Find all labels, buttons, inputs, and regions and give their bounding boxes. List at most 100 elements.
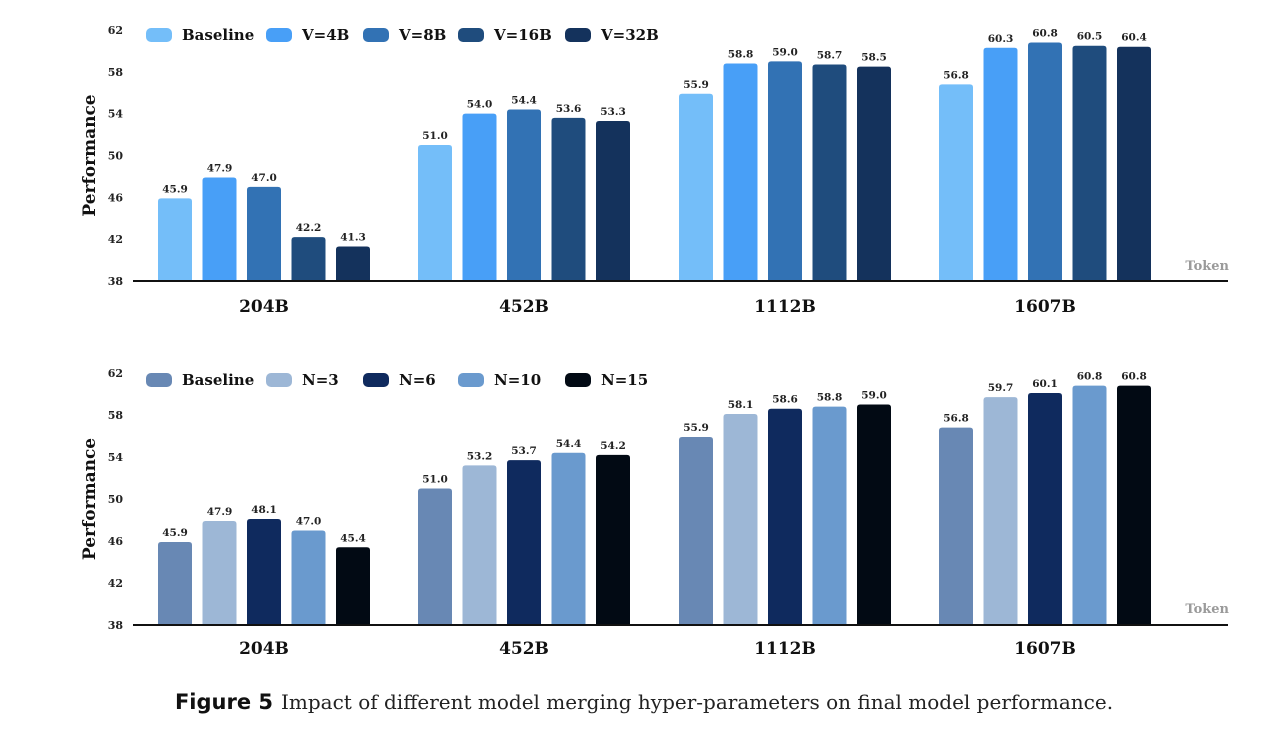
caption-label: Figure 5 — [174, 690, 273, 714]
bar-value-label: 54.4 — [511, 94, 537, 106]
bar — [507, 109, 541, 281]
legend-swatch — [266, 28, 292, 42]
y-tick-label: 58 — [108, 66, 124, 79]
bar — [857, 66, 891, 282]
bar — [202, 521, 237, 625]
y-tick-label: 54 — [108, 108, 124, 121]
bar-value-label: 53.2 — [467, 450, 493, 462]
bar-value-label: 60.5 — [1077, 31, 1103, 43]
bar — [462, 113, 497, 282]
bar-value-label: 53.6 — [556, 103, 582, 115]
bar-value-label: 58.5 — [861, 52, 887, 64]
bar-value-label: 60.8 — [1077, 371, 1103, 383]
bar — [1117, 46, 1151, 281]
bar — [202, 177, 237, 281]
legend-label: N=15 — [601, 371, 648, 389]
legend-label: V=4B — [301, 26, 349, 44]
bar-value-label: 58.8 — [817, 392, 843, 404]
chart-2: 38 42 46 50 54 58 62 Performance 45.9 47.9 48.1 47.… — [80, 367, 1230, 659]
bar — [418, 488, 452, 625]
category-label: 1112B — [754, 297, 816, 317]
x-axis-label: Token — [1185, 259, 1229, 274]
bar-value-label: 47.0 — [296, 516, 322, 528]
bar — [723, 413, 758, 625]
bar — [939, 84, 973, 281]
legend-swatch — [565, 373, 591, 387]
bar — [857, 404, 891, 625]
bar-value-label: 56.8 — [943, 69, 969, 81]
bar — [507, 460, 541, 625]
bar-value-label: 60.1 — [1032, 378, 1058, 390]
bar-value-label: 41.3 — [340, 231, 366, 243]
bar-value-label: 59.7 — [988, 382, 1014, 394]
legend-swatch — [363, 28, 389, 42]
bar-value-label: 53.3 — [600, 106, 626, 118]
bar-value-label: 48.1 — [251, 504, 277, 516]
bar-value-label: 45.9 — [162, 183, 188, 195]
bar-value-label: 54.4 — [556, 438, 582, 450]
bar — [551, 117, 586, 281]
bar-value-label: 51.0 — [422, 474, 448, 486]
figure-caption: Figure 5 Impact of different model mergin… — [0, 690, 1288, 714]
bar — [1028, 392, 1062, 625]
legend-label: V=32B — [600, 26, 659, 44]
y-tick-label: 62 — [108, 24, 123, 37]
bar-value-label: 58.8 — [728, 48, 754, 60]
legend-label: V=16B — [493, 26, 552, 44]
bar-value-label: 60.8 — [1032, 28, 1058, 40]
legend-swatch — [266, 373, 292, 387]
bar — [812, 406, 847, 625]
bar — [247, 518, 281, 625]
bar-value-label: 42.2 — [296, 222, 322, 234]
bar — [939, 427, 973, 625]
legend-label: Baseline — [182, 371, 254, 389]
y-tick-label: 54 — [108, 451, 124, 464]
y-tick-label: 38 — [108, 619, 124, 632]
bar-value-label: 58.7 — [817, 50, 843, 62]
bar — [1072, 45, 1107, 281]
bar — [679, 93, 713, 281]
legend-swatch — [363, 373, 389, 387]
bar — [158, 198, 192, 281]
bar-value-label: 51.0 — [422, 130, 448, 142]
bar-value-label: 53.7 — [511, 445, 537, 457]
bar — [336, 547, 370, 625]
bar-value-label: 54.0 — [467, 99, 493, 111]
figure-charts: 38 42 46 50 54 58 62 Performance 45.9 47.9 47.0 42.… — [80, 24, 1230, 659]
bar — [768, 408, 802, 625]
bar-value-label: 56.8 — [943, 413, 969, 425]
bar — [336, 246, 370, 281]
legend-label: Baseline — [182, 26, 254, 44]
bar-value-label: 45.4 — [340, 532, 366, 544]
category-label: 204B — [239, 297, 289, 317]
bar-value-label: 55.9 — [683, 79, 709, 91]
bar — [983, 397, 1018, 625]
y-tick-label: 62 — [108, 367, 123, 380]
bar-value-label: 55.9 — [683, 422, 709, 434]
bar — [462, 465, 497, 625]
legend: Baseline N=3 N=6 N=10 N=15 — [146, 371, 648, 389]
y-tick-label: 46 — [108, 535, 124, 548]
category-label: 452B — [499, 639, 549, 659]
bar — [812, 64, 847, 281]
y-tick-label: 42 — [108, 577, 123, 590]
bar-value-label: 59.0 — [772, 46, 798, 58]
category-label: 1607B — [1014, 639, 1076, 659]
bar — [291, 237, 326, 281]
legend-label: N=3 — [302, 371, 339, 389]
legend-swatch — [146, 28, 172, 42]
bar-value-label: 58.6 — [772, 394, 798, 406]
x-axis-label: Token — [1185, 602, 1229, 617]
category-label: 1112B — [754, 639, 816, 659]
bar-value-label: 60.4 — [1121, 32, 1147, 44]
y-tick-label: 38 — [108, 275, 124, 288]
legend: Baseline V=4B V=8B V=16B V=32B — [146, 26, 659, 44]
legend-swatch — [458, 373, 484, 387]
category-label: 452B — [499, 297, 549, 317]
bar — [418, 145, 452, 281]
bar — [596, 454, 630, 625]
bar — [1072, 385, 1107, 625]
bar-value-label: 47.9 — [207, 506, 233, 518]
bar — [983, 47, 1018, 281]
y-tick-label: 42 — [108, 233, 123, 246]
